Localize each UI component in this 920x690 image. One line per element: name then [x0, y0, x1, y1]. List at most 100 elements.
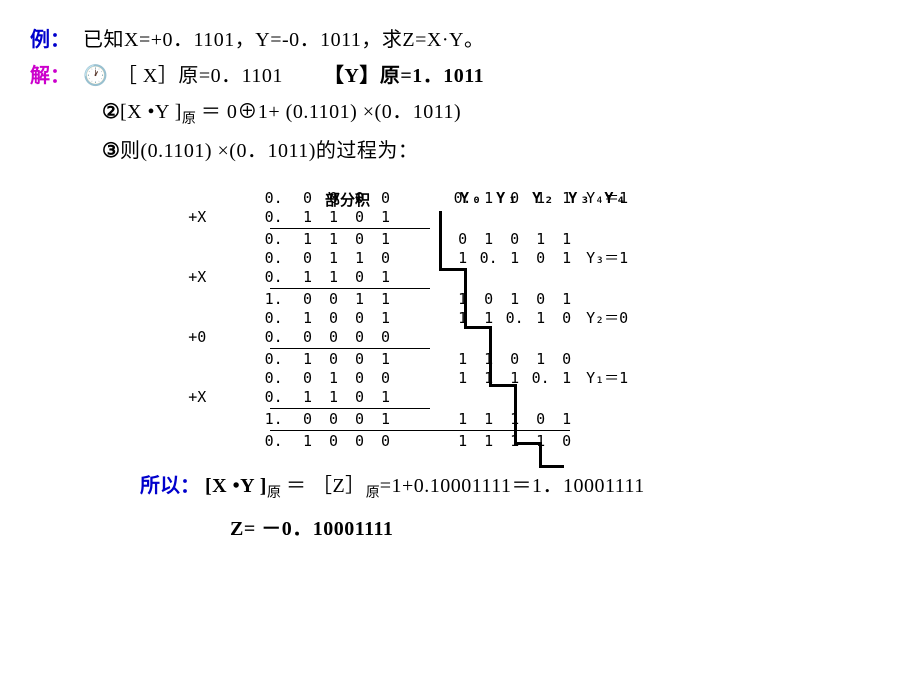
row-label: +X: [160, 268, 235, 287]
result-b: ＝ ［Z］: [286, 475, 366, 497]
digit: 0.: [265, 369, 295, 388]
digit: 1: [295, 230, 321, 249]
calc-row: 0.100011110: [160, 432, 670, 451]
digit: 0.: [265, 432, 295, 451]
digit: 1: [554, 290, 580, 309]
digit: 0: [321, 290, 347, 309]
digit: 0: [295, 369, 321, 388]
digit: 0: [528, 249, 554, 268]
digit: 0: [347, 369, 373, 388]
digit: 0.: [528, 369, 554, 388]
digit: 0: [295, 189, 321, 208]
digit: 0: [450, 230, 476, 249]
digit: 0: [502, 350, 528, 369]
digit: 1: [450, 369, 476, 388]
digit: 0: [347, 309, 373, 328]
step1-x: ［ X］原=0．1101: [117, 65, 283, 87]
calc-row: 1.001110101: [160, 290, 670, 309]
digit: 0: [373, 189, 399, 208]
step3-marker: ③: [102, 135, 120, 167]
digit: 1: [476, 410, 502, 429]
digit: 1: [476, 432, 502, 451]
digit: 1: [450, 249, 476, 268]
row-note: Y₁＝1: [580, 369, 670, 388]
digit: 0: [347, 268, 373, 287]
digit: 1: [321, 268, 347, 287]
digit: 0: [373, 432, 399, 451]
digit: 1: [528, 230, 554, 249]
digit: 0: [295, 290, 321, 309]
digit: 1: [554, 249, 580, 268]
calc-row: +00.0000: [160, 328, 670, 347]
header-y-bits: Y₀ Y₁ Y₂ Y₃ Y₄: [460, 189, 628, 207]
digit: 0.: [265, 388, 295, 407]
digit: 1: [450, 410, 476, 429]
result-z: Z= －0．10001111: [230, 518, 393, 540]
calc-row: +X0.1101: [160, 268, 670, 287]
step3-text: 则(0.1101) ×(0．1011)的过程为：: [120, 140, 418, 162]
row-label: +0: [160, 328, 235, 347]
digit: 0: [373, 369, 399, 388]
calc-row: +X0.1101: [160, 388, 670, 407]
step1-marker: 🕐: [83, 60, 108, 92]
digit: 1: [295, 432, 321, 451]
example-text: 已知X=+0．1101，Y=-0．1011，求Z=X·Y。: [83, 29, 484, 51]
calc-row: 0.011010.101Y₃＝1: [160, 249, 670, 268]
digit: 1: [450, 350, 476, 369]
digit: 1: [528, 350, 554, 369]
digit: 1: [321, 208, 347, 227]
digit: 1: [373, 268, 399, 287]
step1-y: 【Y】原=1．1011: [324, 65, 484, 87]
digit: 1: [554, 369, 580, 388]
digit: 1: [295, 268, 321, 287]
digit: 1: [295, 208, 321, 227]
digit: 1: [321, 249, 347, 268]
step2-marker: ②: [102, 96, 120, 128]
digit: 0.: [265, 230, 295, 249]
digit: 0: [373, 328, 399, 347]
calc-row: +X0.1101: [160, 208, 670, 227]
digit: 0: [528, 410, 554, 429]
digit: 0: [373, 249, 399, 268]
digit: 0: [347, 410, 373, 429]
digit: 0: [321, 410, 347, 429]
digit: 1: [373, 208, 399, 227]
digit: 1: [450, 290, 476, 309]
multiplication-diagram: 部分积 Y₀ Y₁ Y₂ Y₃ Y₄ 0.00000.1011Y₄＝1+X0.1…: [160, 189, 670, 451]
digit: 1: [321, 230, 347, 249]
calc-row: 1.000111101: [160, 410, 670, 429]
solution-label: 解：: [30, 65, 70, 87]
digit: 0: [476, 290, 502, 309]
digit: 1: [321, 388, 347, 407]
digit: 0: [347, 388, 373, 407]
calc-row: 0.01001110.1Y₁＝1: [160, 369, 670, 388]
digit: 0.: [265, 328, 295, 347]
example-label: 例：: [30, 29, 70, 51]
digit: 0.: [265, 350, 295, 369]
calc-row: 0.110101011: [160, 230, 670, 249]
digit: 1: [554, 230, 580, 249]
digit: 0: [554, 432, 580, 451]
digit: 0: [347, 350, 373, 369]
digit: 1: [373, 290, 399, 309]
digit: 1: [502, 249, 528, 268]
digit: 1: [373, 410, 399, 429]
row-note: Y₂＝0: [580, 309, 670, 328]
row-note: Y₃＝1: [580, 249, 670, 268]
step2-b: ＝ 0⊕1+ (0.1101) ×(0．1011): [201, 101, 461, 123]
digit: 1: [321, 369, 347, 388]
digit: 0: [554, 350, 580, 369]
digit: 1: [373, 309, 399, 328]
digit: 1: [373, 350, 399, 369]
step2-sub: 原: [182, 112, 196, 127]
digit: 0: [347, 432, 373, 451]
row-label: +X: [160, 208, 235, 227]
digit: 1: [295, 350, 321, 369]
digit: 0: [347, 230, 373, 249]
result-sub1: 原: [267, 486, 281, 501]
digit: 0: [554, 309, 580, 328]
digit: 0: [347, 328, 373, 347]
digit: 0: [295, 410, 321, 429]
digit: 1: [373, 388, 399, 407]
digit: 0.: [476, 249, 502, 268]
